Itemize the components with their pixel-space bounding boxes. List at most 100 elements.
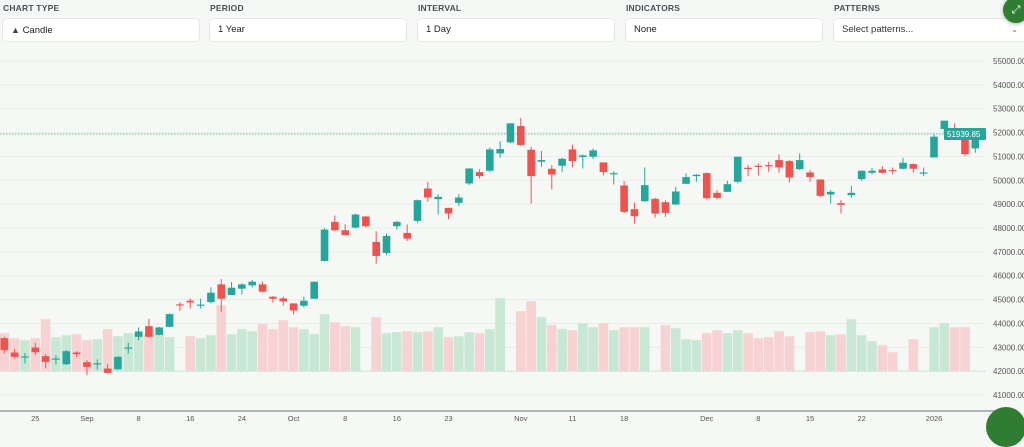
expand-button[interactable]: ⤢ xyxy=(1003,0,1024,23)
x-tick-label: Sep xyxy=(80,414,93,423)
volume-bar xyxy=(423,331,433,372)
candle xyxy=(403,224,411,241)
candle xyxy=(227,282,236,296)
x-tick-label: Oct xyxy=(288,414,301,423)
candle xyxy=(10,349,19,359)
candle xyxy=(640,167,649,202)
candle-body xyxy=(764,165,773,167)
candle xyxy=(547,165,556,190)
volume-bar xyxy=(546,325,557,372)
indicators-value: None xyxy=(634,24,657,35)
chart-type-value: Candle xyxy=(22,25,53,36)
candle xyxy=(341,224,349,236)
candle xyxy=(764,161,773,172)
candle xyxy=(258,281,267,293)
x-tick-label: Nov xyxy=(514,414,528,423)
candle xyxy=(754,163,763,176)
volume-bar xyxy=(82,340,92,372)
candle-body xyxy=(10,352,19,357)
candle xyxy=(847,185,856,198)
candle-body xyxy=(899,162,907,169)
candle xyxy=(733,156,742,184)
candle-body xyxy=(207,292,215,303)
candle xyxy=(455,194,463,207)
floating-action-button[interactable] xyxy=(986,407,1024,447)
volume-bar xyxy=(846,319,857,372)
volume-bar xyxy=(237,329,247,372)
volume-bar xyxy=(887,352,898,372)
candle xyxy=(837,200,845,214)
indicators-label: INDICATORS xyxy=(626,3,681,13)
volume-bar xyxy=(340,326,350,372)
candle-body xyxy=(475,172,484,177)
patterns-select[interactable]: Select patterns... ⌄ xyxy=(833,18,1024,42)
period-select[interactable]: 1 Year xyxy=(209,18,407,42)
chart-type-label: CHART TYPE xyxy=(3,3,60,13)
x-tick-label: 8 xyxy=(756,414,760,423)
volume-bar xyxy=(567,330,578,372)
volume-bar xyxy=(299,329,309,372)
y-tick-label: 41000.00 xyxy=(993,391,1024,400)
volume-bar xyxy=(825,335,836,372)
volume-bar xyxy=(929,327,939,372)
candle xyxy=(21,352,29,364)
candle xyxy=(527,146,535,204)
volume-bar xyxy=(856,335,867,372)
candle-body xyxy=(527,149,535,177)
volume-bar xyxy=(588,327,598,372)
indicators-select[interactable]: None xyxy=(625,18,823,42)
candle-body xyxy=(351,214,360,228)
volume-bar xyxy=(753,338,764,372)
volume-bar xyxy=(639,327,650,372)
candle xyxy=(320,228,329,262)
candle-body xyxy=(134,331,143,337)
candle-body xyxy=(320,229,329,261)
candle xyxy=(537,151,546,167)
interval-label: INTERVAL xyxy=(418,3,462,13)
candle-body xyxy=(238,284,246,289)
candle-body xyxy=(682,177,690,184)
candle-body xyxy=(382,235,391,253)
volume-bar xyxy=(154,334,165,372)
candle xyxy=(145,318,153,338)
candle xyxy=(279,296,288,306)
candle-body xyxy=(826,191,835,195)
candle xyxy=(362,215,370,228)
x-tick-label: Dec xyxy=(700,414,714,423)
period-label: PERIOD xyxy=(210,3,244,13)
candle xyxy=(269,296,277,303)
candlestick-chart[interactable]: 55000.00 54000.00 53000.00 52000.00 51000.00… xyxy=(0,0,1024,423)
candle-body xyxy=(878,169,887,173)
y-tick-label: 53000.00 xyxy=(993,105,1024,114)
x-tick-label: 18 xyxy=(620,414,628,423)
candle-body xyxy=(888,170,897,172)
volume-bar xyxy=(185,336,196,372)
patterns-placeholder: Select patterns... xyxy=(842,24,914,35)
chart-type-select[interactable]: ▲ Candle xyxy=(2,18,200,42)
interval-value: 1 Day xyxy=(426,24,451,35)
candle xyxy=(393,220,401,230)
candle xyxy=(795,153,804,171)
candle xyxy=(651,197,659,218)
y-tick-label: 43000.00 xyxy=(993,343,1024,352)
candle xyxy=(486,147,494,173)
y-tick-label: 44000.00 xyxy=(993,319,1024,328)
candle xyxy=(702,172,711,200)
volume-bar xyxy=(691,340,702,372)
volume-bar xyxy=(226,334,237,372)
volume-bar xyxy=(40,319,51,372)
volume-bar xyxy=(402,331,412,372)
volume-bar xyxy=(867,341,877,372)
y-tick-label: 42000.00 xyxy=(993,367,1024,376)
x-tick-label: 16 xyxy=(186,414,194,423)
volume-bar xyxy=(557,329,567,372)
volume-bar xyxy=(495,298,505,372)
interval-select[interactable]: 1 Day xyxy=(417,18,615,42)
y-tick-label: 49000.00 xyxy=(993,200,1024,209)
candle-body xyxy=(196,304,205,306)
volume-bar xyxy=(216,305,227,372)
candle xyxy=(310,281,318,299)
candle xyxy=(589,148,597,160)
x-tick-label: 22 xyxy=(858,414,866,423)
candle xyxy=(578,154,587,169)
